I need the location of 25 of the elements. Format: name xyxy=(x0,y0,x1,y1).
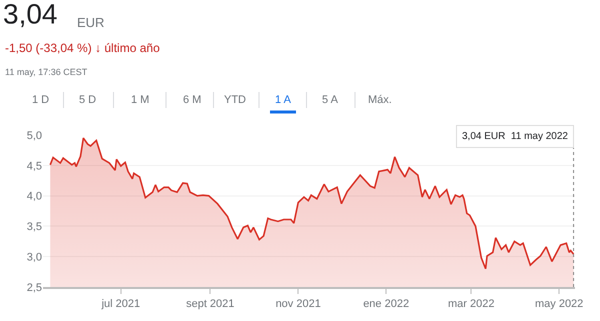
text: EUR xyxy=(77,15,104,30)
x-tick-label: may 2022 xyxy=(534,298,584,310)
y-tick-label: 3,0 xyxy=(26,251,42,264)
text: YTD xyxy=(224,94,246,106)
text: 6 M xyxy=(183,94,202,106)
text: 5 A xyxy=(322,94,339,106)
chart-title: 3,04 xyxy=(3,0,58,30)
x-tick-label: sept 2021 xyxy=(186,298,234,310)
ref-line-label: 3,04 EUR 11 may 2022 xyxy=(462,131,568,142)
x-tick-label: mar 2022 xyxy=(448,298,494,310)
y-tick-label: 2,5 xyxy=(26,282,42,294)
text: 1 A xyxy=(275,94,292,106)
text: 1 D xyxy=(32,94,50,106)
text: -1,50 (-33,04 %) ↓ último año xyxy=(5,41,160,55)
text: 1 M xyxy=(131,94,150,106)
x-tick-label: ene 2022 xyxy=(363,298,410,310)
x-tick-label: nov 2021 xyxy=(276,298,321,310)
x-tick-label: jul 2021 xyxy=(100,298,140,310)
text: 5 D xyxy=(79,94,96,106)
y-tick-label: 4,0 xyxy=(26,190,42,203)
y-tick-label: 3,5 xyxy=(26,221,42,234)
text: Máx. xyxy=(368,94,392,106)
y-tick-label: 5,0 xyxy=(26,130,42,142)
y-tick-label: 4,5 xyxy=(26,160,42,172)
text: 11 may, 17:36 CEST xyxy=(5,67,88,77)
